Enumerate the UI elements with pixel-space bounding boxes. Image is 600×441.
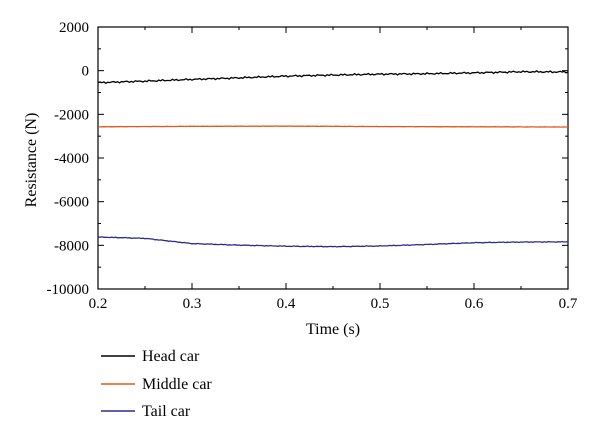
series-line-middle-car xyxy=(97,125,569,128)
x-axis-title: Time (s) xyxy=(306,321,360,338)
y-tick-label: -2000 xyxy=(54,107,89,123)
legend-label: Head car xyxy=(142,348,200,365)
y-tick-label: -8000 xyxy=(54,238,89,254)
series-line-head-car xyxy=(97,70,569,85)
series-layer xyxy=(97,70,569,248)
x-tick-label: 0.4 xyxy=(277,296,296,312)
y-axis: 2000 0 -2000 -4000 -6000 -8000 -10000 xyxy=(47,20,568,298)
x-tick-label: 0.7 xyxy=(559,296,578,312)
x-tick-label: 0.5 xyxy=(371,296,390,312)
x-axis: 0.2 0.3 0.4 0.5 0.6 0.7 xyxy=(89,27,578,312)
y-tick-label: -6000 xyxy=(54,195,89,211)
y-tick-label: 0 xyxy=(82,64,90,80)
x-tick-label: 0.2 xyxy=(89,296,108,312)
plot-frame xyxy=(97,26,569,290)
y-tick-label: -10000 xyxy=(47,282,90,298)
x-tick-label: 0.3 xyxy=(183,296,202,312)
plot-area xyxy=(97,26,569,290)
legend-label: Tail car xyxy=(142,403,191,420)
legend: Head car Middle car Tail car xyxy=(101,348,212,420)
y-tick-label: 2000 xyxy=(59,20,89,36)
series-line-tail-car xyxy=(97,236,568,248)
legend-label: Middle car xyxy=(142,376,212,393)
y-axis-title: Resistance (N) xyxy=(23,113,40,208)
y-tick-label: -4000 xyxy=(54,151,89,167)
x-tick-label: 0.6 xyxy=(465,296,484,312)
